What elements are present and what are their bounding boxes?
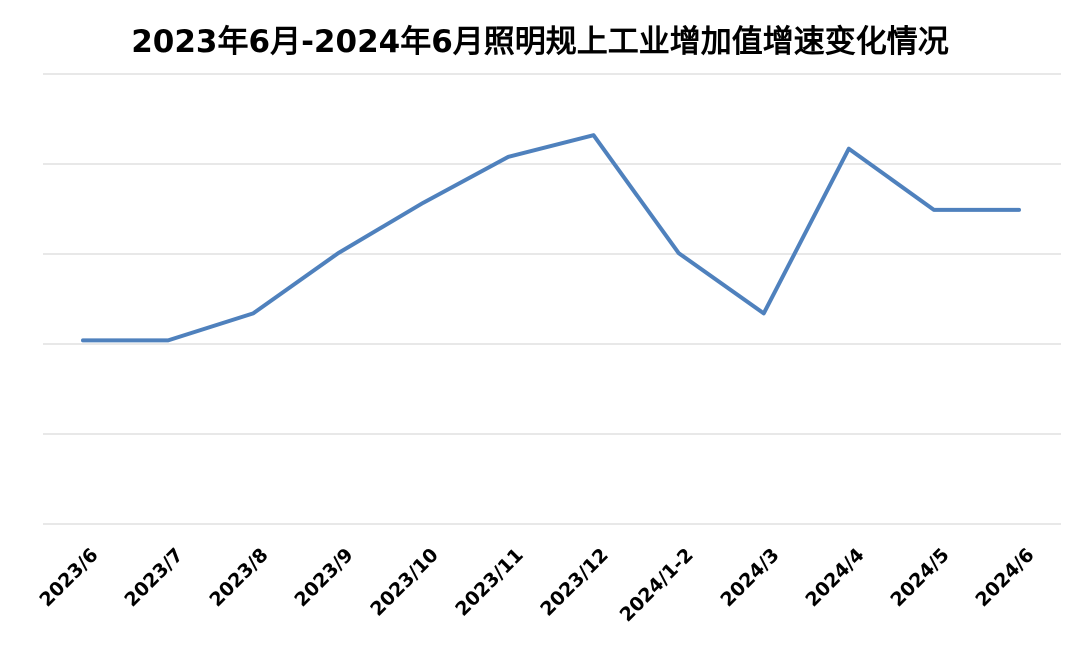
x-axis-label: 2024/3 (716, 544, 784, 612)
x-axis-label: 2023/11 (451, 544, 529, 621)
x-axis-label: 2023/6 (35, 544, 103, 612)
x-axis-label: 2023/12 (536, 544, 614, 621)
x-axis-label: 2023/10 (366, 544, 443, 621)
x-axis-label: 2024/5 (886, 544, 954, 612)
x-axis-label: 2024/4 (801, 544, 869, 612)
x-axis-label: 2024/1-2 (616, 544, 699, 627)
x-axis-label: 2024/6 (971, 544, 1039, 612)
chart-title: 2023年6月-2024年6月照明规上工业增加值增速变化情况 (131, 24, 949, 60)
data-line (81, 133, 1021, 343)
x-axis-label: 2023/8 (205, 544, 273, 612)
x-axis-label: 2023/7 (120, 544, 188, 612)
x-axis-label: 2023/9 (290, 544, 358, 612)
